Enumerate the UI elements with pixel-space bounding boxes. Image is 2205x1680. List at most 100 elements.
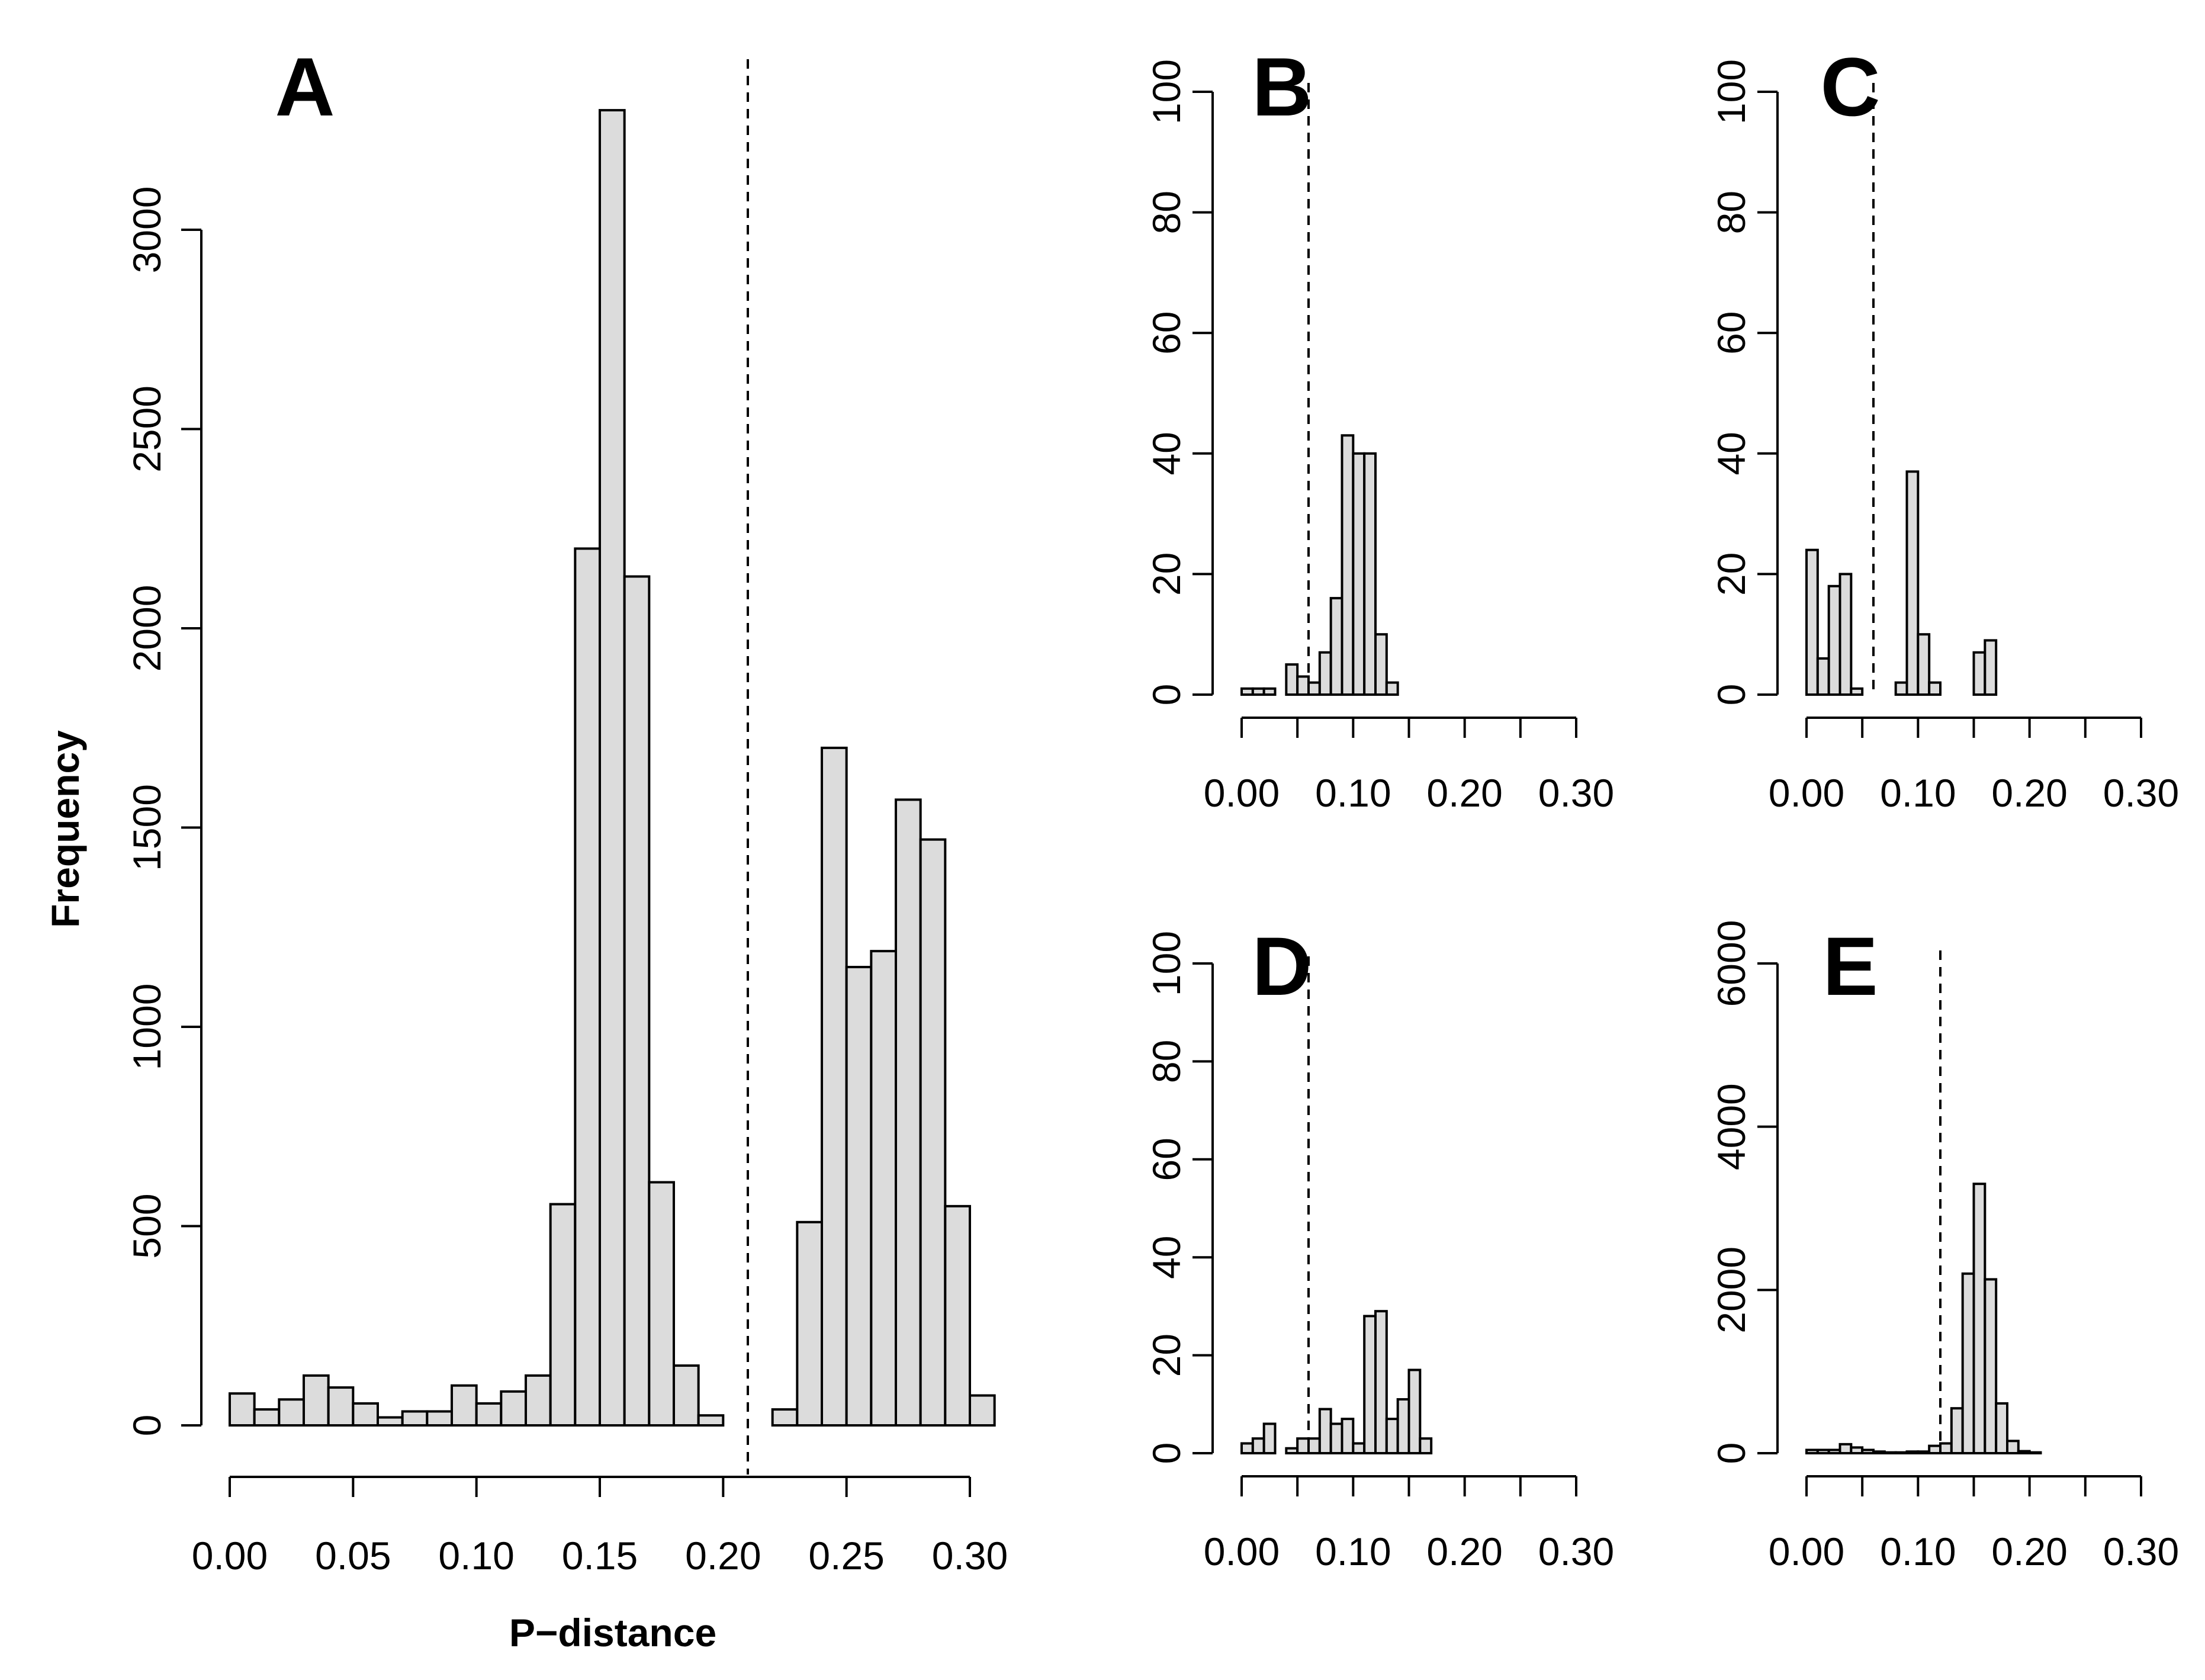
bar-a-3 bbox=[303, 1374, 330, 1427]
bar-e-10 bbox=[1917, 1450, 1931, 1455]
bar-b-7 bbox=[1318, 651, 1332, 696]
bar-e-12 bbox=[1939, 1442, 1953, 1454]
y-tick-label-d-4: 80 bbox=[1145, 1040, 1188, 1083]
bar-e-0 bbox=[1805, 1448, 1819, 1454]
bar-a-23 bbox=[796, 1220, 824, 1427]
y-tick-label-e-1: 2000 bbox=[1709, 1247, 1753, 1334]
bar-b-4 bbox=[1285, 663, 1299, 696]
y-axis-title-a: Frequency bbox=[43, 730, 87, 928]
y-tick-label-c-5: 100 bbox=[1709, 59, 1753, 124]
y-tick-label-c-3: 60 bbox=[1709, 311, 1753, 354]
y-tick-label-a-5: 2500 bbox=[125, 386, 169, 473]
bar-d-14 bbox=[1396, 1398, 1410, 1455]
y-tick-label-e-2: 4000 bbox=[1709, 1083, 1753, 1170]
bar-e-17 bbox=[1995, 1402, 2009, 1454]
bar-a-16 bbox=[623, 575, 651, 1427]
panel-letter-b: B bbox=[1252, 40, 1312, 133]
y-tick-label-a-2: 1000 bbox=[125, 984, 169, 1071]
bar-a-9 bbox=[451, 1384, 478, 1427]
x-tick-label-e-2: 0.20 bbox=[1991, 1530, 2067, 1573]
bar-e-14 bbox=[1961, 1272, 1975, 1454]
bar-e-2 bbox=[1827, 1448, 1841, 1454]
bar-a-6 bbox=[377, 1416, 404, 1427]
x-axis-title-a: P−distance bbox=[509, 1611, 716, 1655]
y-tick-label-c-1: 20 bbox=[1709, 552, 1753, 596]
bar-a-11 bbox=[500, 1390, 527, 1427]
x-tick-label-e-1: 0.10 bbox=[1880, 1530, 1956, 1573]
bar-d-1 bbox=[1251, 1437, 1265, 1454]
y-tick-label-c-4: 80 bbox=[1709, 191, 1753, 234]
x-tick-label-a-4: 0.20 bbox=[685, 1534, 761, 1578]
bar-e-15 bbox=[1972, 1183, 1987, 1455]
y-tick-label-a-3: 1500 bbox=[125, 784, 169, 871]
bar-d-15 bbox=[1407, 1369, 1422, 1454]
bar-d-11 bbox=[1363, 1315, 1377, 1454]
x-tick-label-b-0: 0.00 bbox=[1204, 771, 1280, 815]
panel-a: 0.00 0.05 0.10 0.15 0.20 0.25 0.30 0 500 1000 1500… bbox=[43, 40, 1008, 1655]
x-tick-label-d-2: 0.20 bbox=[1426, 1530, 1502, 1573]
x-tick-label-c-1: 0.10 bbox=[1880, 771, 1956, 815]
bar-a-2 bbox=[278, 1398, 306, 1427]
bar-b-0 bbox=[1240, 687, 1254, 696]
y-tick-label-a-0: 0 bbox=[125, 1415, 169, 1437]
bar-d-6 bbox=[1307, 1437, 1321, 1454]
bar-a-14 bbox=[574, 547, 601, 1427]
x-tick-label-c-0: 0.00 bbox=[1769, 771, 1844, 815]
panel-d: 0.00 0.10 0.20 0.30 0 20 40 60 80 100 D bbox=[1145, 920, 1614, 1573]
y-tick-label-b-0: 0 bbox=[1145, 684, 1188, 706]
bar-e-18 bbox=[2006, 1440, 2020, 1454]
x-tick-label-a-0: 0.00 bbox=[192, 1534, 268, 1578]
panel-c: 0.00 0.10 0.20 0.30 0 20 40 60 80 100 C bbox=[1709, 40, 2179, 815]
x-tick-label-e-3: 0.30 bbox=[2103, 1530, 2179, 1573]
y-tick-label-c-0: 0 bbox=[1709, 684, 1753, 706]
bar-a-13 bbox=[549, 1203, 577, 1427]
bar-b-2 bbox=[1262, 687, 1277, 696]
bar-e-9 bbox=[1905, 1450, 1920, 1455]
bar-e-19 bbox=[2017, 1450, 2031, 1455]
bar-a-24 bbox=[821, 746, 848, 1427]
bar-a-1 bbox=[253, 1408, 281, 1427]
y-tick-label-a-4: 2000 bbox=[125, 585, 169, 672]
y-tick-label-e-0: 0 bbox=[1709, 1443, 1753, 1464]
panel-letter-a: A bbox=[275, 40, 335, 133]
y-tick-label-c-2: 40 bbox=[1709, 432, 1753, 475]
bar-d-7 bbox=[1318, 1408, 1332, 1455]
x-tick-label-b-2: 0.20 bbox=[1426, 771, 1502, 815]
bar-c-9 bbox=[1905, 470, 1920, 696]
y-tick-label-a-6: 3000 bbox=[125, 187, 169, 274]
bar-e-6 bbox=[1872, 1450, 1886, 1455]
bar-a-0 bbox=[229, 1392, 256, 1427]
x-tick-label-d-3: 0.30 bbox=[1538, 1530, 1614, 1573]
bar-b-6 bbox=[1307, 681, 1321, 696]
bar-a-26 bbox=[870, 950, 898, 1427]
bar-e-11 bbox=[1928, 1444, 1942, 1454]
x-tick-label-c-2: 0.20 bbox=[1991, 771, 2067, 815]
bar-e-4 bbox=[1850, 1446, 1864, 1454]
bar-a-28 bbox=[919, 838, 947, 1427]
y-tick-label-a-1: 500 bbox=[125, 1193, 169, 1258]
x-tick-label-d-0: 0.00 bbox=[1204, 1530, 1280, 1573]
bar-a-25 bbox=[845, 966, 873, 1427]
y-tick-label-d-5: 100 bbox=[1145, 931, 1188, 996]
bar-c-11 bbox=[1928, 681, 1942, 696]
panel-letter-c: C bbox=[1820, 40, 1880, 133]
bar-d-12 bbox=[1374, 1310, 1388, 1454]
bar-d-13 bbox=[1385, 1418, 1399, 1455]
y-tick-label-d-0: 0 bbox=[1145, 1443, 1188, 1464]
bar-c-8 bbox=[1894, 681, 1908, 696]
x-tick-label-a-6: 0.30 bbox=[932, 1534, 1008, 1578]
y-tick-label-b-1: 20 bbox=[1145, 552, 1188, 596]
bar-a-5 bbox=[352, 1402, 379, 1427]
x-tick-label-a-1: 0.05 bbox=[315, 1534, 391, 1578]
bar-a-17 bbox=[648, 1181, 676, 1427]
y-tick-label-b-3: 60 bbox=[1145, 311, 1188, 354]
bar-a-22 bbox=[771, 1408, 799, 1427]
bar-e-3 bbox=[1838, 1443, 1853, 1455]
y-tick-label-d-2: 40 bbox=[1145, 1235, 1188, 1279]
bar-a-15 bbox=[599, 109, 626, 1427]
bar-b-1 bbox=[1251, 687, 1265, 696]
bar-b-10 bbox=[1352, 452, 1366, 696]
panel-letter-e: E bbox=[1822, 920, 1878, 1013]
